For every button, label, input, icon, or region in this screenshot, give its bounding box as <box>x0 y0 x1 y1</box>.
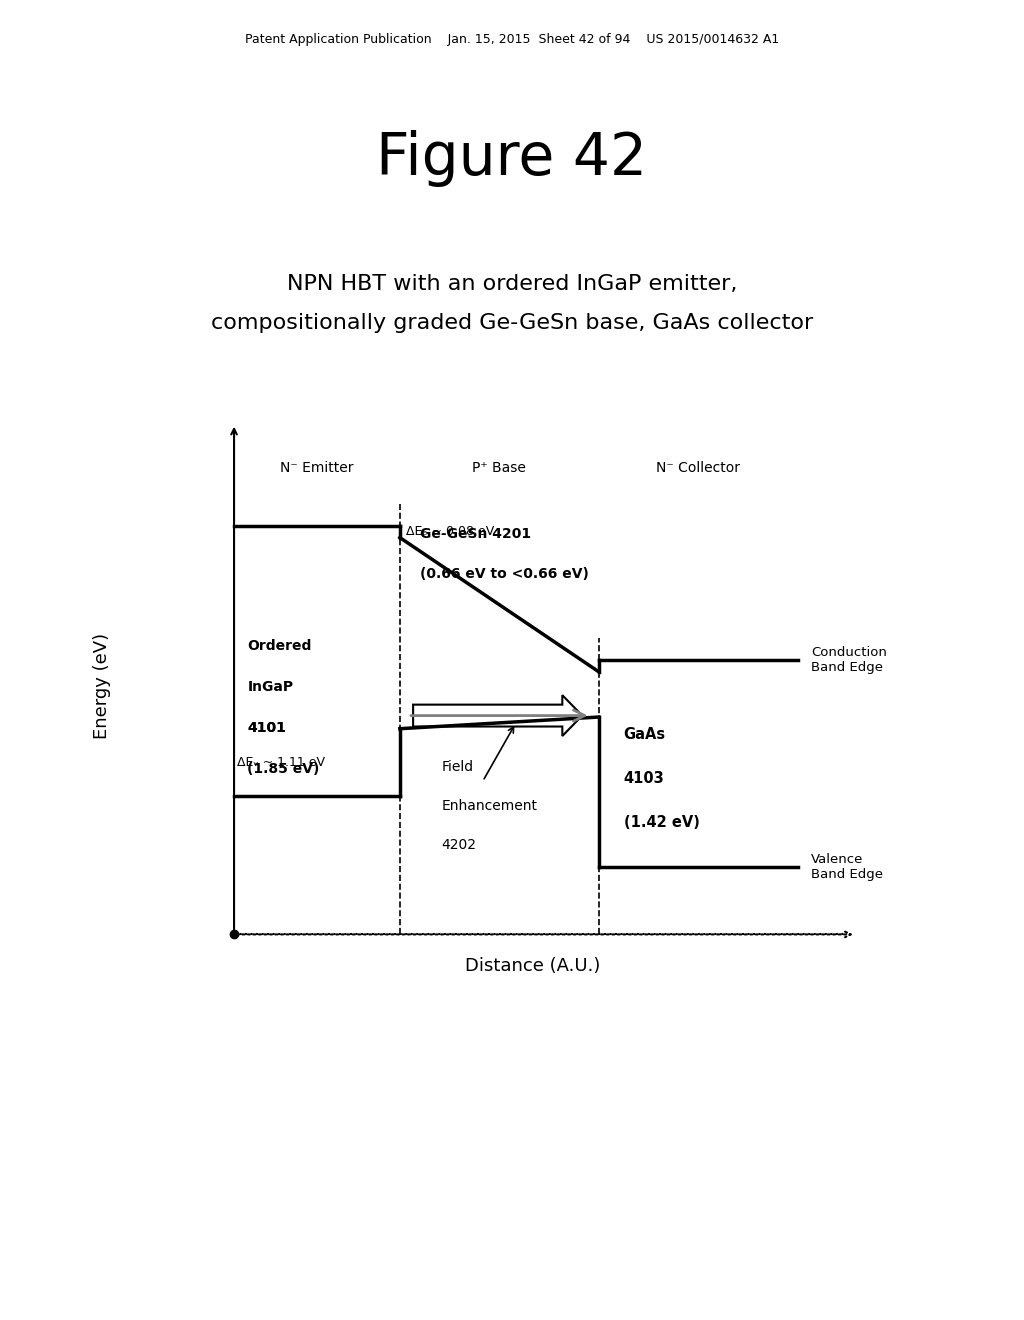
Text: ΔEₑ ~ 0.08 eV: ΔEₑ ~ 0.08 eV <box>407 525 495 539</box>
Text: 4101: 4101 <box>248 721 286 735</box>
Text: N⁻ Emitter: N⁻ Emitter <box>281 461 353 475</box>
Text: (1.42 eV): (1.42 eV) <box>624 814 699 829</box>
Text: 4202: 4202 <box>441 838 476 853</box>
Text: GaAs: GaAs <box>624 727 666 742</box>
Text: Distance (A.U.): Distance (A.U.) <box>465 957 600 975</box>
Text: compositionally graded Ge-GeSn base, GaAs collector: compositionally graded Ge-GeSn base, GaA… <box>211 313 813 334</box>
Text: InGaP: InGaP <box>248 680 294 694</box>
Text: Ordered: Ordered <box>248 639 311 653</box>
Text: ΔEᵥ ~ 1.11 eV: ΔEᵥ ~ 1.11 eV <box>238 756 326 768</box>
FancyArrow shape <box>413 696 583 737</box>
Text: (1.85 eV): (1.85 eV) <box>248 762 319 776</box>
Text: NPN HBT with an ordered InGaP emitter,: NPN HBT with an ordered InGaP emitter, <box>287 273 737 294</box>
Text: Patent Application Publication    Jan. 15, 2015  Sheet 42 of 94    US 2015/00146: Patent Application Publication Jan. 15, … <box>245 33 779 46</box>
Text: 4101: 4101 <box>248 721 286 735</box>
Text: Ge-GeSn 4201: Ge-GeSn 4201 <box>420 527 530 540</box>
Text: (0.66 eV to <0.66 eV): (0.66 eV to <0.66 eV) <box>420 568 589 581</box>
Text: Valence
Band Edge: Valence Band Edge <box>811 853 883 882</box>
Text: P⁺ Base: P⁺ Base <box>472 461 526 475</box>
Text: Conduction
Band Edge: Conduction Band Edge <box>811 645 887 675</box>
Text: Field: Field <box>441 759 473 774</box>
Text: Enhancement: Enhancement <box>441 799 538 813</box>
Text: 4103: 4103 <box>624 771 665 785</box>
Text: Energy (eV): Energy (eV) <box>93 634 112 739</box>
Text: Figure 42: Figure 42 <box>377 129 647 187</box>
Text: N⁻ Collector: N⁻ Collector <box>656 461 740 475</box>
